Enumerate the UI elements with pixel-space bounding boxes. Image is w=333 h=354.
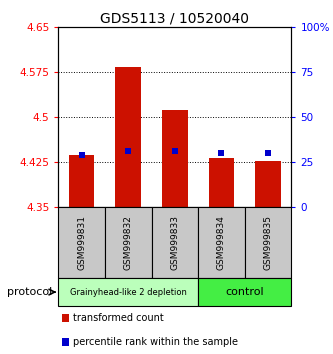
Bar [255, 161, 281, 207]
Text: transformed count: transformed count [73, 313, 164, 323]
Text: GSM999833: GSM999833 [170, 215, 179, 270]
Bar [245, 207, 291, 278]
Title: GDS5113 / 10520040: GDS5113 / 10520040 [100, 11, 249, 25]
Bar [198, 278, 291, 306]
Bar [162, 110, 188, 207]
Bar [116, 67, 141, 207]
Text: GSM999835: GSM999835 [263, 215, 273, 270]
Bar [152, 207, 198, 278]
Text: GSM999832: GSM999832 [124, 215, 133, 270]
Bar [58, 207, 105, 278]
Bar [105, 207, 152, 278]
Bar [69, 155, 95, 207]
Text: GSM999831: GSM999831 [77, 215, 86, 270]
Text: GSM999834: GSM999834 [217, 215, 226, 270]
Text: Grainyhead-like 2 depletion: Grainyhead-like 2 depletion [70, 287, 186, 297]
Bar [208, 158, 234, 207]
Text: protocol: protocol [7, 287, 52, 297]
Bar [58, 278, 198, 306]
Text: percentile rank within the sample: percentile rank within the sample [73, 337, 238, 347]
Bar [198, 207, 245, 278]
Text: control: control [225, 287, 264, 297]
